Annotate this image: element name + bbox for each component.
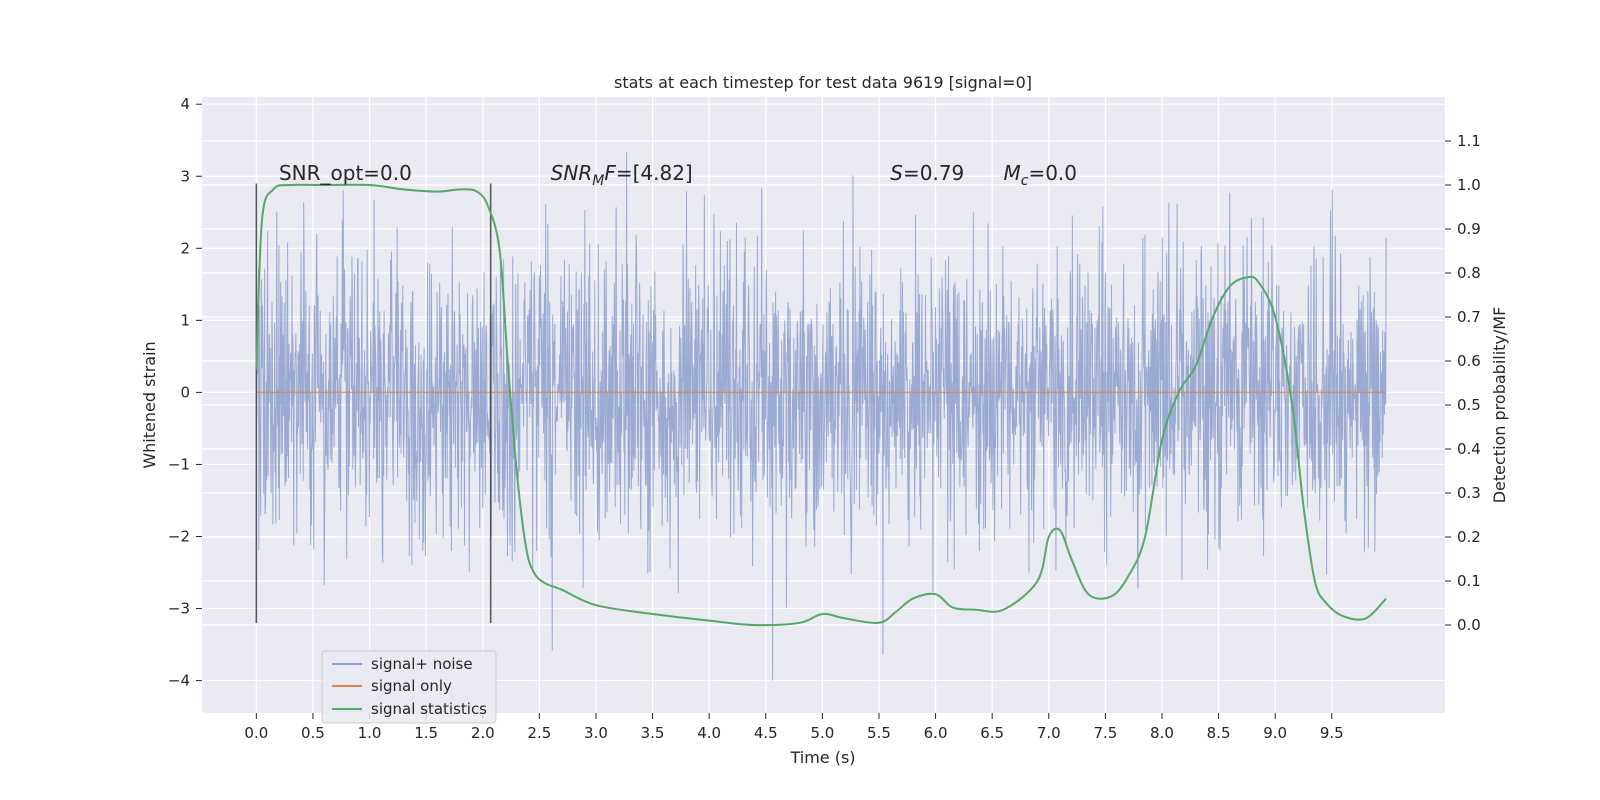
y-tick-label-right: 1.0 [1457,176,1481,194]
annotation-text: SNR_opt=0.0 [279,161,412,185]
y-tick-label-left: 4 [180,95,190,113]
series-line-signal-noise [255,152,1387,681]
y-tick-label-right: 0.2 [1457,528,1481,546]
x-tick-label: 2.5 [527,724,551,742]
x-tick-label: 3.0 [584,724,608,742]
x-tick-label: 6.0 [924,724,948,742]
ticks: 0.0 0.5 1.0 1.5 2.0 2.5 3.0 3.5 4.0 4.5 5.0 5.5 6.0 6… [168,95,1481,742]
y-tick-label-right: 0.0 [1457,616,1481,634]
x-tick-label: 5.0 [810,724,834,742]
x-tick-label: 5.5 [867,724,891,742]
x-tick-label: 3.5 [641,724,665,742]
y-tick-label-right: 0.6 [1457,352,1481,370]
legend-box [321,650,497,724]
x-tick-label: 0.0 [244,724,268,742]
y-tick-label-left: 3 [180,167,190,185]
x-tick-label: 7.0 [1037,724,1061,742]
series-signal-noise [255,152,1387,681]
legend-label-signal-statistics: signal statistics [371,700,487,718]
y-tick-label-right: 0.4 [1457,440,1481,458]
y-axis-label-right: Detection probability/MF [1490,307,1509,504]
x-tick-label: 1.0 [358,724,382,742]
annotations: SNR_opt=0.0 SNRMF=[4.82] S=0.79 Mc=0.0 [279,161,1077,189]
y-tick-label-left: 1 [180,311,190,329]
y-tick-label-right: 0.5 [1457,396,1481,414]
series-line-signal-statistics [255,183,1387,627]
x-tick-label: 8.5 [1207,724,1231,742]
legend-label-signal-only: signal only [371,677,452,695]
x-tick-label: 8.0 [1150,724,1174,742]
legend: signal+ noise signal only signal statist… [321,650,497,724]
y-tick-label-left: −1 [168,455,190,473]
x-tick-label: 4.5 [754,724,778,742]
y-tick-label-right: 0.8 [1457,264,1481,282]
x-tick-label: 1.5 [414,724,438,742]
x-tick-label: 6.5 [980,724,1004,742]
legend-label-signal-noise: signal+ noise [371,655,473,673]
series-overlays [255,183,1387,627]
annotation-text: Mc=0.0 [1003,161,1077,189]
x-tick-label: 9.5 [1320,724,1344,742]
chart-title: stats at each timestep for test data 961… [614,73,1032,92]
annotation-text: S=0.79 [890,161,964,185]
y-tick-label-right: 0.7 [1457,308,1481,326]
y-tick-label-left: −3 [168,600,190,618]
x-tick-label: 0.5 [301,724,325,742]
annotation-text: SNRMF=[4.82] [551,161,693,189]
y-axis-label: Whitened strain [140,341,159,468]
y-tick-label-right: 0.9 [1457,220,1481,238]
y-tick-label-left: 2 [180,239,190,257]
y-tick-label-left: −2 [168,527,190,545]
x-tick-label: 9.0 [1263,724,1287,742]
x-tick-label: 7.5 [1093,724,1117,742]
y-tick-label-left: −4 [168,672,190,690]
x-axis-label: Time (s) [789,748,855,767]
y-tick-label-right: 1.1 [1457,132,1481,150]
x-tick-label: 2.0 [471,724,495,742]
x-tick-label: 4.0 [697,724,721,742]
y-tick-label-right: 0.1 [1457,572,1481,590]
y-tick-label-left: 0 [180,383,190,401]
y-tick-label-right: 0.3 [1457,484,1481,502]
